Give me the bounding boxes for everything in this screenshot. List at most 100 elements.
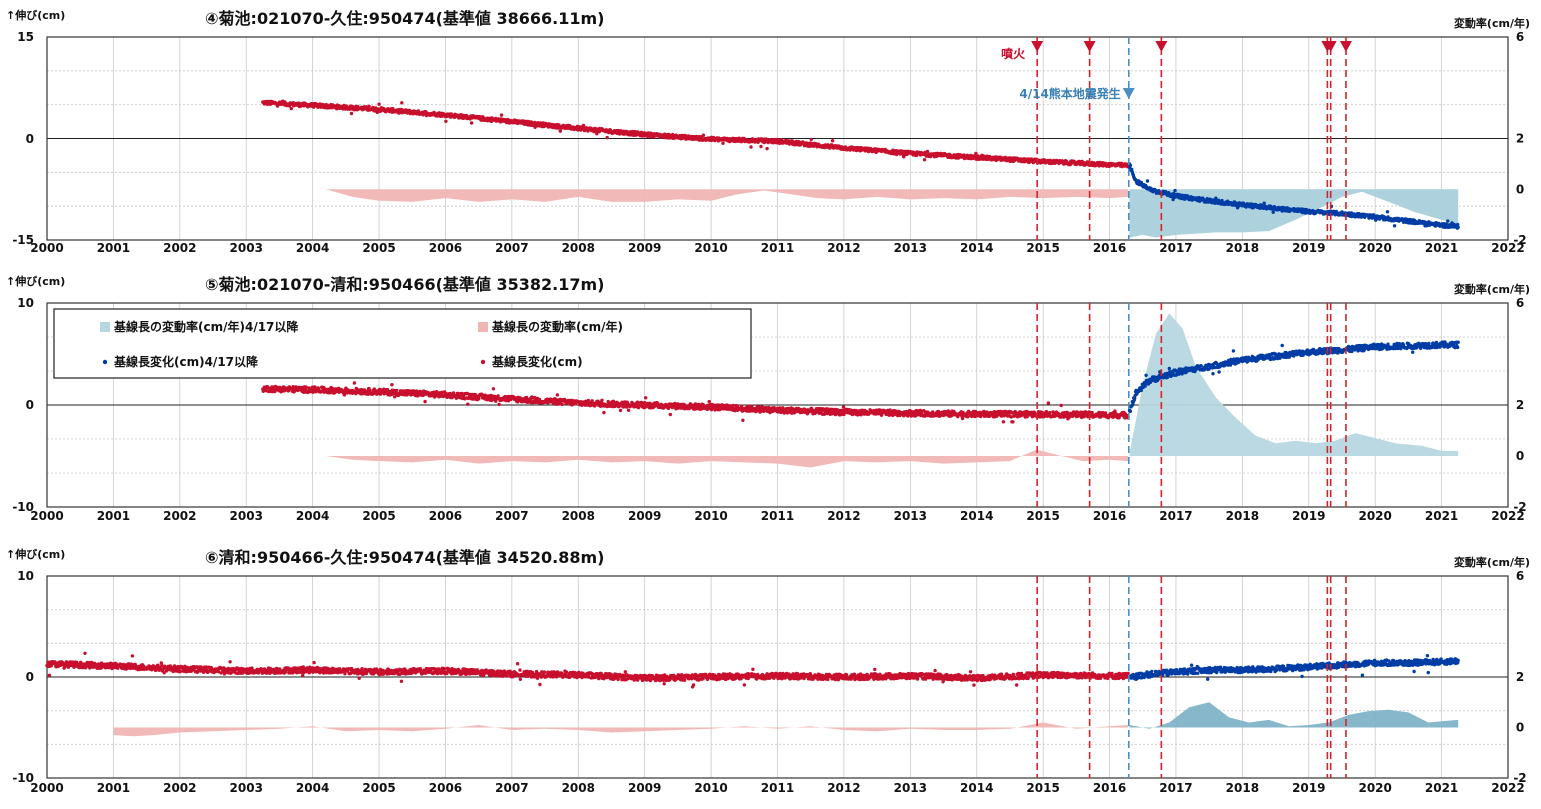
data-point bbox=[1129, 410, 1132, 413]
data-point bbox=[648, 402, 651, 405]
data-point bbox=[377, 103, 380, 106]
data-point bbox=[1272, 211, 1275, 214]
data-point bbox=[644, 396, 647, 399]
data-point bbox=[1144, 374, 1147, 377]
x-tick-label: 2020 bbox=[1358, 241, 1391, 255]
y-tick-label: 15 bbox=[17, 30, 34, 44]
x-tick-label: 2018 bbox=[1226, 241, 1259, 255]
data-point bbox=[1047, 401, 1050, 404]
data-point bbox=[831, 139, 834, 142]
data-point bbox=[627, 409, 630, 412]
data-point bbox=[961, 417, 964, 420]
data-point bbox=[492, 387, 495, 390]
data-point bbox=[1146, 179, 1149, 182]
data-point bbox=[367, 105, 370, 108]
data-point bbox=[926, 150, 929, 153]
data-point bbox=[669, 413, 672, 416]
x-tick-label: 2013 bbox=[894, 241, 927, 255]
data-point bbox=[1002, 420, 1005, 423]
data-point bbox=[765, 147, 768, 150]
data-point bbox=[810, 138, 813, 141]
data-point bbox=[600, 399, 603, 402]
rate-area-pre-quake bbox=[326, 450, 1128, 468]
x-tick-label: 2011 bbox=[761, 241, 794, 255]
x-tick-label: 2008 bbox=[562, 241, 595, 255]
data-point bbox=[708, 400, 711, 403]
data-point bbox=[444, 120, 447, 123]
eruption-marker bbox=[1084, 41, 1096, 52]
rate-area-post-quake bbox=[1130, 313, 1459, 456]
data-point bbox=[400, 101, 403, 104]
x-tick-label: 2019 bbox=[1292, 241, 1325, 255]
x-tick-label: 2017 bbox=[1159, 241, 1192, 255]
y2-tick-label: 0 bbox=[1516, 182, 1524, 196]
data-point bbox=[1199, 364, 1202, 367]
data-point bbox=[353, 381, 356, 384]
data-point bbox=[390, 383, 393, 386]
y-axis-label: ↑伸び(cm) bbox=[6, 8, 65, 22]
data-point bbox=[556, 393, 559, 396]
data-point bbox=[749, 145, 752, 148]
x-tick-label: 2021 bbox=[1425, 241, 1458, 255]
x-tick-label: 2000 bbox=[30, 241, 63, 255]
y2-tick-label: 2 bbox=[1516, 132, 1524, 146]
data-point bbox=[1166, 376, 1169, 379]
data-point bbox=[561, 403, 564, 406]
eruption-marker bbox=[1031, 41, 1043, 52]
data-point bbox=[1393, 224, 1396, 227]
data-point bbox=[290, 107, 293, 110]
data-point bbox=[470, 121, 473, 124]
x-tick-label: 2015 bbox=[1026, 241, 1059, 255]
scatter-series-pre-quake bbox=[261, 381, 1130, 423]
data-point bbox=[673, 402, 676, 405]
x-tick-label: 2007 bbox=[495, 241, 528, 255]
data-point bbox=[1140, 389, 1143, 392]
data-point bbox=[1457, 226, 1460, 229]
data-point bbox=[1211, 372, 1214, 375]
data-point bbox=[582, 124, 585, 127]
x-tick-label: 2004 bbox=[296, 241, 329, 255]
x-tick-label: 2010 bbox=[694, 241, 727, 255]
data-point bbox=[1232, 349, 1235, 352]
y2-tick-label: 6 bbox=[1516, 30, 1524, 44]
data-point bbox=[1060, 404, 1063, 407]
data-point bbox=[559, 129, 562, 132]
data-point bbox=[1011, 420, 1014, 423]
data-point bbox=[721, 142, 724, 145]
x-tick-label: 2006 bbox=[429, 241, 462, 255]
data-point bbox=[350, 112, 353, 115]
x-tick-label: 2016 bbox=[1093, 241, 1126, 255]
x-tick-label: 2009 bbox=[628, 241, 661, 255]
chart-title: ④菊池:021070-久住:950474(基準値 38666.11m) bbox=[205, 9, 604, 28]
data-point bbox=[497, 403, 500, 406]
data-point bbox=[602, 411, 605, 414]
eruption-marker bbox=[1340, 41, 1352, 52]
data-point bbox=[606, 136, 609, 139]
data-point bbox=[1048, 411, 1051, 414]
x-tick-label: 2022 bbox=[1491, 241, 1524, 255]
data-point bbox=[1386, 210, 1389, 213]
data-point bbox=[393, 395, 396, 398]
eruption-marker bbox=[1155, 41, 1167, 52]
data-point bbox=[923, 415, 926, 418]
x-tick-label: 2003 bbox=[230, 241, 263, 255]
data-point bbox=[1281, 344, 1284, 347]
data-point bbox=[759, 145, 762, 148]
data-point bbox=[1173, 189, 1176, 192]
data-point bbox=[842, 405, 845, 408]
data-point bbox=[395, 389, 398, 392]
data-point bbox=[500, 113, 503, 116]
data-point bbox=[923, 158, 926, 161]
y-tick-label: 0 bbox=[26, 132, 34, 146]
scatter-series-pre-quake bbox=[261, 100, 1130, 169]
quake-marker bbox=[1123, 88, 1135, 99]
y2-axis-label: 変動率(cm/年) bbox=[1454, 16, 1530, 30]
data-point bbox=[741, 419, 744, 422]
rate-area-pre-quake bbox=[326, 189, 1128, 202]
x-tick-label: 2005 bbox=[362, 241, 395, 255]
x-tick-label: 2012 bbox=[827, 241, 860, 255]
data-point bbox=[1217, 370, 1220, 373]
